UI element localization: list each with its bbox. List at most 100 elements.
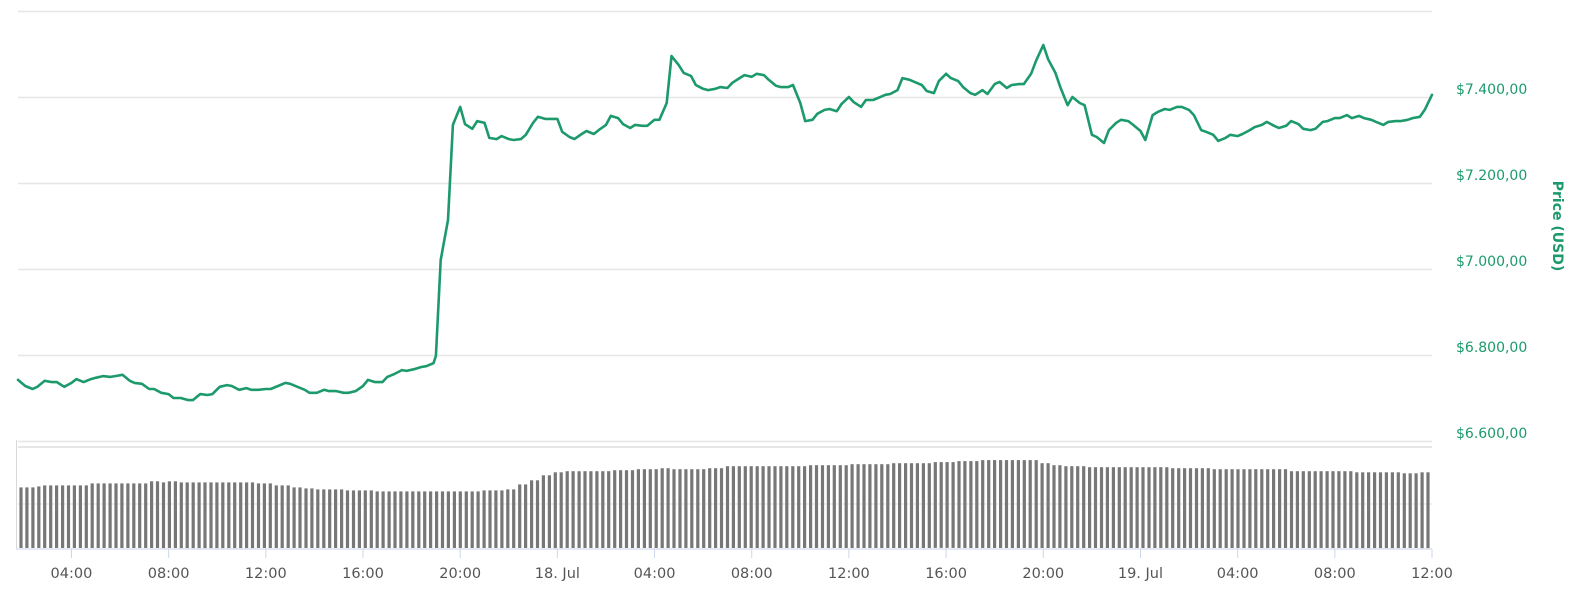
volume-bar[interactable]	[55, 485, 59, 548]
volume-bar[interactable]	[636, 469, 640, 548]
volume-bar[interactable]	[518, 484, 522, 548]
volume-bar[interactable]	[719, 468, 724, 548]
volume-bar[interactable]	[203, 482, 207, 549]
volume-bar[interactable]	[423, 491, 427, 548]
volume-bar[interactable]	[1301, 471, 1305, 548]
volume-bar[interactable]	[250, 482, 255, 549]
volume-bar[interactable]	[909, 463, 914, 548]
volume-bar[interactable]	[565, 471, 569, 548]
volume-bar[interactable]	[530, 480, 534, 548]
volume-bar[interactable]	[619, 470, 623, 548]
volume-bar[interactable]	[1082, 466, 1086, 548]
volume-bar[interactable]	[357, 490, 361, 548]
volume-bar[interactable]	[838, 465, 842, 548]
volume-bar[interactable]	[648, 469, 652, 548]
volume-bar[interactable]	[868, 464, 872, 548]
volume-bar[interactable]	[274, 485, 278, 548]
volume-bar[interactable]	[1105, 467, 1109, 548]
volume-bar[interactable]	[850, 464, 854, 548]
volume-bar[interactable]	[826, 465, 830, 548]
volume-bar[interactable]	[345, 490, 350, 548]
volume-bar[interactable]	[803, 466, 807, 548]
volume-bar[interactable]	[446, 491, 450, 548]
volume-bar[interactable]	[304, 488, 308, 548]
volume-bar[interactable]	[334, 489, 338, 548]
volume-bar[interactable]	[1266, 469, 1270, 548]
volume-bar[interactable]	[1135, 467, 1139, 548]
volume-bar[interactable]	[1076, 466, 1080, 548]
volume-bar[interactable]	[886, 464, 890, 548]
volume-bar[interactable]	[1064, 466, 1068, 548]
volume-bar[interactable]	[1349, 471, 1353, 548]
volume-bar[interactable]	[987, 460, 991, 548]
volume-bar[interactable]	[1402, 473, 1406, 548]
volume-bar[interactable]	[535, 480, 540, 548]
volume-bar[interactable]	[1016, 460, 1020, 548]
volume-bar[interactable]	[126, 483, 130, 548]
volume-bar[interactable]	[31, 487, 35, 548]
volume-bar[interactable]	[173, 481, 177, 548]
volume-bar[interactable]	[298, 487, 302, 548]
volume-bar[interactable]	[1367, 472, 1371, 549]
volume-bar[interactable]	[1022, 460, 1026, 548]
volume-bar[interactable]	[678, 469, 682, 548]
volume-bar[interactable]	[411, 491, 415, 548]
volume-bar[interactable]	[672, 469, 676, 548]
volume-bar[interactable]	[328, 489, 332, 548]
volume-bar[interactable]	[482, 490, 486, 548]
volume-bar[interactable]	[915, 463, 919, 548]
volume-bar[interactable]	[773, 466, 777, 548]
volume-bar[interactable]	[351, 490, 356, 548]
volume-bar[interactable]	[43, 485, 47, 548]
volume-bar[interactable]	[150, 481, 154, 548]
volume-bar[interactable]	[1147, 467, 1151, 548]
volume-bar[interactable]	[1414, 473, 1418, 548]
volume-bar[interactable]	[316, 489, 320, 548]
volume-bar[interactable]	[1337, 471, 1341, 548]
volume-bar[interactable]	[197, 482, 201, 549]
volume-bar[interactable]	[1373, 472, 1377, 549]
volume-bar[interactable]	[37, 486, 41, 548]
volume-bar[interactable]	[1343, 471, 1347, 548]
volume-bar[interactable]	[1230, 469, 1234, 548]
volume-bar[interactable]	[191, 482, 195, 549]
volume-bar[interactable]	[1236, 469, 1240, 548]
volume-bar[interactable]	[1384, 472, 1388, 549]
volume-bar[interactable]	[1313, 471, 1317, 548]
volume-bar[interactable]	[820, 465, 825, 548]
volume-bar[interactable]	[1034, 460, 1038, 548]
volume-bar[interactable]	[1319, 471, 1323, 548]
volume-bar[interactable]	[440, 491, 445, 548]
volume-bar[interactable]	[1420, 472, 1424, 549]
volume-bar[interactable]	[239, 482, 243, 549]
volume-bar[interactable]	[512, 489, 516, 548]
volume-bar[interactable]	[1218, 469, 1222, 548]
volume-bar[interactable]	[417, 491, 421, 548]
volume-bar[interactable]	[1040, 463, 1044, 548]
volume-bar[interactable]	[601, 471, 605, 548]
volume-bar[interactable]	[660, 468, 664, 548]
volume-bar[interactable]	[785, 466, 789, 548]
volume-bar[interactable]	[1141, 467, 1145, 548]
volume-bar[interactable]	[452, 491, 456, 548]
volume-bar[interactable]	[435, 491, 439, 548]
volume-bar[interactable]	[981, 460, 985, 548]
volume-bar[interactable]	[1408, 473, 1412, 548]
volume-bar[interactable]	[25, 487, 29, 548]
volume-bar[interactable]	[1206, 468, 1210, 548]
volume-bar[interactable]	[61, 485, 65, 548]
volume-bar[interactable]	[1224, 469, 1228, 548]
volume-bar[interactable]	[488, 490, 492, 548]
volume-bar[interactable]	[856, 464, 860, 548]
volume-bar[interactable]	[1361, 472, 1365, 549]
volume-bar[interactable]	[1117, 467, 1121, 548]
volume-bar[interactable]	[702, 469, 706, 548]
volume-bar[interactable]	[458, 491, 462, 548]
volume-bar[interactable]	[666, 468, 670, 548]
volume-bar[interactable]	[690, 469, 694, 548]
volume-bar[interactable]	[476, 491, 480, 548]
volume-bar[interactable]	[779, 466, 783, 548]
volume-bar[interactable]	[999, 460, 1003, 548]
volume-bar[interactable]	[399, 491, 403, 548]
volume-bar[interactable]	[642, 469, 646, 548]
